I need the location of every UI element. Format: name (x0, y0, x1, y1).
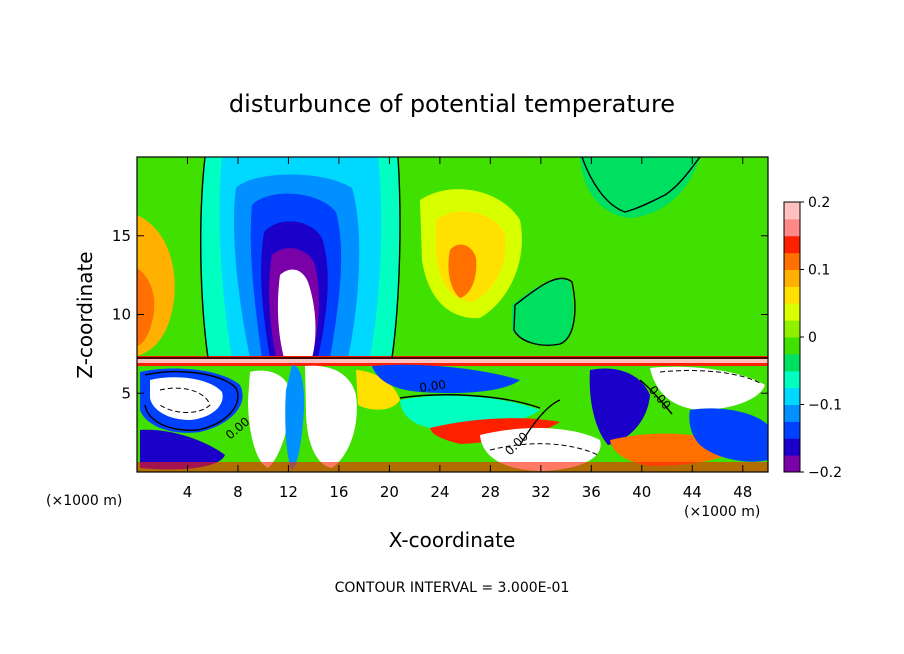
colorbar-swatch (784, 286, 800, 304)
purple-swirl-1 (140, 429, 225, 470)
x-tick-label: 12 (279, 483, 298, 501)
colorbar-swatch (784, 404, 800, 422)
colorbar-swatch (784, 421, 800, 439)
x-tick-label: 40 (632, 483, 651, 501)
zero-contour-left (200, 157, 209, 359)
yellow-band-1 (356, 370, 400, 410)
colorbar-swatch (784, 202, 800, 220)
x-tick-label: 48 (733, 483, 752, 501)
x-axis-ticks: 4 8 12 16 20 24 28 32 36 40 44 48 (183, 157, 752, 501)
colorbar-swatch (784, 320, 800, 338)
red-bottom-streak (137, 462, 768, 472)
y-tick-label: 10 (112, 306, 131, 324)
warm-anomaly-center-hot (448, 244, 477, 298)
zero-contour-right (391, 157, 401, 359)
x-tick-label: 24 (430, 483, 449, 501)
colorbar-swatch (784, 235, 800, 254)
cold-core (277, 269, 316, 358)
colorbar-tick-label: 0.2 (808, 195, 830, 211)
colorbar-swatch (784, 370, 800, 389)
colorbar (784, 202, 800, 473)
zero-contour-mid (513, 277, 576, 346)
lower-contour-4 (639, 379, 673, 415)
dashed-contour-1 (159, 387, 211, 413)
colorbar-swatch (784, 455, 800, 473)
white-swirl-3 (480, 428, 601, 471)
x-tick-label: 16 (329, 483, 348, 501)
blue-swirl-2 (372, 364, 520, 394)
colorbar-swatch (784, 337, 800, 355)
red-band-1 (430, 418, 560, 444)
plot-area: 0.00 0.00 0.00 0.00 (137, 157, 768, 472)
colorbar-swatch (784, 303, 800, 321)
contour-lines (137, 157, 768, 446)
chart-title: disturbunce of potential temperature (229, 90, 675, 118)
x-tick-label: 32 (531, 483, 550, 501)
lower-contour-1 (144, 370, 239, 431)
y-tick-label: 5 (121, 384, 131, 402)
zero-contour-top-right (581, 157, 701, 213)
colorbar-swatch (784, 218, 800, 237)
white-swirl-4 (650, 366, 765, 410)
x-tick-label: 20 (380, 483, 399, 501)
x-tick-label: 28 (481, 483, 500, 501)
dashed-contour-2 (489, 443, 599, 456)
lower-contour-3 (519, 399, 561, 446)
blue-column-1 (285, 365, 305, 470)
colorbar-tick-label: 0 (808, 330, 817, 346)
contour-label: 0.00 (418, 377, 446, 395)
contour-interval-note: CONTOUR INTERVAL = 3.000E-01 (335, 580, 570, 596)
lower-contour-2 (399, 394, 541, 409)
x-tick-label: 8 (233, 483, 243, 501)
dashed-contours (159, 370, 763, 456)
colorbar-tick-labels: 0.2 0.1 0 −0.1 −0.2 (800, 195, 842, 481)
interface-band-light (137, 359, 768, 363)
colorbar-tick-label: −0.1 (808, 398, 842, 414)
white-swirl-2 (248, 370, 291, 468)
blue-swirl-3 (589, 368, 650, 445)
lower-field (137, 356, 768, 472)
y-axis-label: Z-coordinate (73, 251, 97, 378)
upper-field (137, 157, 700, 358)
colorbar-tick-label: −0.2 (808, 465, 842, 481)
blue-swirl-4 (689, 408, 768, 462)
colorbar-swatch (784, 252, 800, 270)
x-unit-label: (×1000 m) (684, 504, 760, 520)
colorbar-swatch (784, 269, 800, 287)
z-unit-label: (×1000 m) (46, 493, 122, 509)
colorbar-tick-label: 0.1 (808, 263, 830, 279)
colorbar-swatch (784, 353, 800, 372)
white-block-1 (305, 365, 357, 468)
x-axis-label: X-coordinate (389, 528, 516, 552)
y-tick-label: 15 (112, 227, 131, 245)
x-tick-label: 36 (582, 483, 601, 501)
colorbar-swatch (784, 438, 800, 456)
warm-anomaly-left-core (137, 268, 155, 346)
y-axis-ticks: 5 10 15 (112, 227, 768, 402)
x-tick-label: 4 (183, 483, 193, 501)
colorbar-swatch (784, 387, 800, 405)
dashed-contour-3 (659, 370, 763, 385)
x-tick-label: 44 (683, 483, 702, 501)
